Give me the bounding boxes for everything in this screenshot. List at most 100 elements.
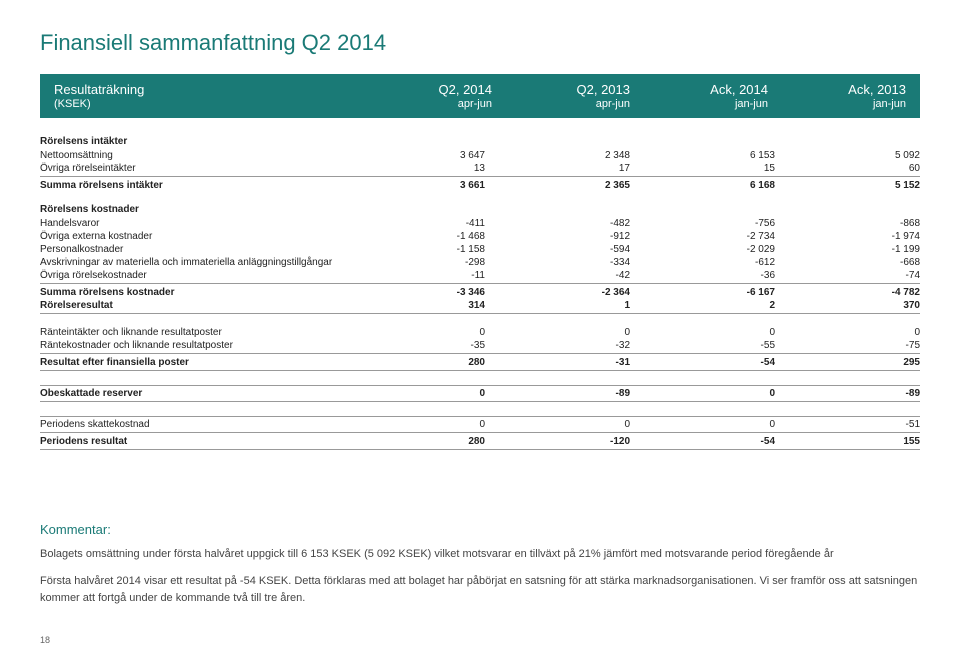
- row-label: Nettoomsättning: [40, 150, 340, 161]
- row-cell: 0: [485, 327, 630, 338]
- row-cell: -55: [630, 340, 775, 351]
- row-cell: -74: [775, 270, 920, 281]
- row-cell: 17: [485, 163, 630, 174]
- row-label: Resultat efter finansiella poster: [40, 357, 340, 368]
- row-cell: 2 365: [485, 180, 630, 191]
- row-cell: 155: [775, 436, 920, 447]
- header-col-0-line2: apr-jun: [364, 98, 492, 112]
- row-cell: 370: [775, 300, 920, 311]
- row-cell: -756: [630, 218, 775, 229]
- row-cell: -298: [340, 257, 485, 268]
- row-cell: 1: [485, 300, 630, 311]
- row-cell: -2 364: [485, 287, 630, 298]
- row-label: Räntekostnader och liknande resultatpost…: [40, 340, 340, 351]
- table-row-reserves: Obeskattade reserver 0 -89 0 -89: [40, 385, 920, 402]
- header-col-2: Ack, 2014 jan-jun: [630, 82, 768, 112]
- table-row: Nettoomsättning 3 647 2 348 6 153 5 092: [40, 149, 920, 162]
- row-cell: 0: [775, 327, 920, 338]
- row-cell: -54: [630, 436, 775, 447]
- row-cell: 60: [775, 163, 920, 174]
- header-col-1-line1: Q2, 2013: [502, 82, 630, 98]
- comment-heading: Kommentar:: [40, 520, 920, 540]
- header-col-0-line1: Q2, 2014: [364, 82, 492, 98]
- table-row-financial-result: Resultat efter finansiella poster 280 -3…: [40, 356, 920, 371]
- row-label: Övriga rörelseintäkter: [40, 163, 340, 174]
- table-row: Handelsvaror -411 -482 -756 -868: [40, 217, 920, 230]
- page-title: Finansiell sammanfattning Q2 2014: [40, 30, 920, 56]
- row-cell: -1 158: [340, 244, 485, 255]
- row-cell: -668: [775, 257, 920, 268]
- row-cell: -1 468: [340, 231, 485, 242]
- row-label: Avskrivningar av materiella och immateri…: [40, 257, 340, 268]
- row-cell: -1 974: [775, 231, 920, 242]
- row-cell: -35: [340, 340, 485, 351]
- row-label: Periodens resultat: [40, 436, 340, 447]
- header-col-3-line2: jan-jun: [778, 98, 906, 112]
- header-col-2-line1: Ack, 2014: [640, 82, 768, 98]
- row-cell: -4 782: [775, 287, 920, 298]
- row-cell: 2: [630, 300, 775, 311]
- row-cell: -411: [340, 218, 485, 229]
- row-cell: -482: [485, 218, 630, 229]
- table-row: Ränteintäkter och liknande resultatposte…: [40, 326, 920, 339]
- header-label-col: Resultaträkning (KSEK): [54, 82, 354, 112]
- row-cell: -612: [630, 257, 775, 268]
- header-col-1-line2: apr-jun: [502, 98, 630, 112]
- table-row-period-result: Periodens resultat 280 -120 -54 155: [40, 435, 920, 450]
- row-cell: 280: [340, 436, 485, 447]
- row-label: Obeskattade reserver: [40, 388, 340, 399]
- table-row-sum: Summa rörelsens intäkter 3 661 2 365 6 1…: [40, 179, 920, 192]
- row-label: Periodens skattekostnad: [40, 419, 340, 430]
- row-cell: -89: [485, 388, 630, 399]
- row-cell: 295: [775, 357, 920, 368]
- row-cell: -36: [630, 270, 775, 281]
- row-label: Personalkostnader: [40, 244, 340, 255]
- row-cell: -42: [485, 270, 630, 281]
- row-cell: -32: [485, 340, 630, 351]
- table-row-operating-result: Rörelseresultat 314 1 2 370: [40, 299, 920, 314]
- row-label: Rörelseresultat: [40, 300, 340, 311]
- row-label: Ränteintäkter och liknande resultatposte…: [40, 327, 340, 338]
- row-cell: 3 647: [340, 150, 485, 161]
- table-header-bar: Resultaträkning (KSEK) Q2, 2014 apr-jun …: [40, 74, 920, 118]
- comment-block: Kommentar: Bolagets omsättning under för…: [40, 520, 920, 607]
- row-cell: 0: [340, 388, 485, 399]
- row-cell: -31: [485, 357, 630, 368]
- row-cell: -120: [485, 436, 630, 447]
- header-col-1: Q2, 2013 apr-jun: [492, 82, 630, 112]
- row-cell: -2 734: [630, 231, 775, 242]
- row-cell: -2 029: [630, 244, 775, 255]
- row-cell: 6 168: [630, 180, 775, 191]
- row-cell: 13: [340, 163, 485, 174]
- comment-paragraph: Bolagets omsättning under första halvåre…: [40, 546, 920, 563]
- row-label: Övriga rörelsekostnader: [40, 270, 340, 281]
- row-cell: 314: [340, 300, 485, 311]
- row-cell: -11: [340, 270, 485, 281]
- header-col-0: Q2, 2014 apr-jun: [354, 82, 492, 112]
- row-cell: 3 661: [340, 180, 485, 191]
- row-cell: 0: [485, 419, 630, 430]
- row-cell: 0: [630, 419, 775, 430]
- row-cell: -594: [485, 244, 630, 255]
- row-cell: -6 167: [630, 287, 775, 298]
- header-label-line2: (KSEK): [54, 98, 354, 112]
- table-row: Avskrivningar av materiella och immateri…: [40, 256, 920, 269]
- row-cell: 0: [340, 327, 485, 338]
- row-cell: -89: [775, 388, 920, 399]
- row-cell: 0: [340, 419, 485, 430]
- income-statement-table: Rörelsens intäkter Nettoomsättning 3 647…: [40, 136, 920, 450]
- row-cell: 5 092: [775, 150, 920, 161]
- row-cell: -912: [485, 231, 630, 242]
- row-label: Summa rörelsens kostnader: [40, 287, 340, 298]
- row-cell: -54: [630, 357, 775, 368]
- row-cell: -868: [775, 218, 920, 229]
- table-row-sum: Summa rörelsens kostnader -3 346 -2 364 …: [40, 286, 920, 299]
- table-row: Personalkostnader -1 158 -594 -2 029 -1 …: [40, 243, 920, 256]
- row-cell: 2 348: [485, 150, 630, 161]
- row-label: Övriga externa kostnader: [40, 231, 340, 242]
- row-cell: -51: [775, 419, 920, 430]
- table-row: Övriga rörelseintäkter 13 17 15 60: [40, 162, 920, 177]
- row-cell: 280: [340, 357, 485, 368]
- table-row: Övriga rörelsekostnader -11 -42 -36 -74: [40, 269, 920, 284]
- table-row: Övriga externa kostnader -1 468 -912 -2 …: [40, 230, 920, 243]
